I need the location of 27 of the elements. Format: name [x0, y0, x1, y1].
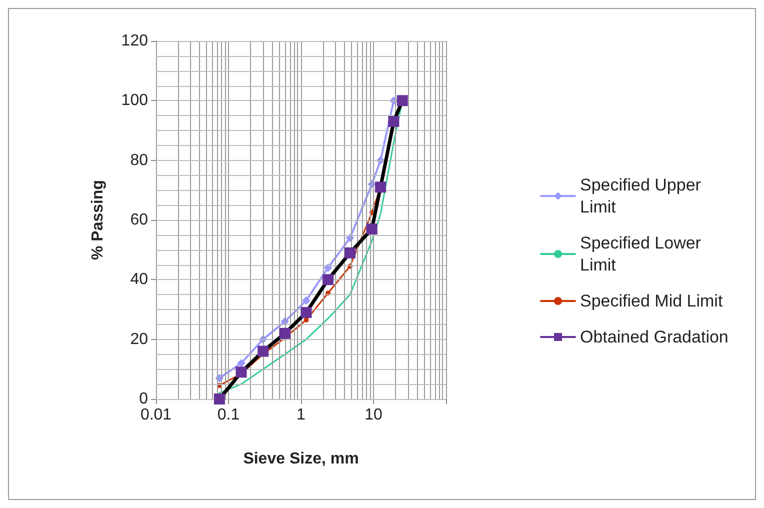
point [279, 328, 290, 339]
point [300, 306, 312, 318]
x-tick-label: 1 [296, 406, 306, 424]
x-tick-label: 10 [364, 406, 382, 424]
y-tick-label: 40 [130, 271, 148, 288]
point [366, 223, 378, 234]
point [344, 247, 356, 258]
x-axis-title: Sieve Size, mm [243, 450, 359, 468]
point [214, 394, 225, 404]
legend-label: Obtained Gradation [580, 328, 728, 346]
legend-label: Specified Mid Limit [580, 292, 723, 310]
y-tick-label: 20 [130, 330, 148, 348]
y-axis-title: % Passing [90, 180, 106, 260]
legend-label: Specified Upper Limit [580, 176, 706, 216]
legend-label: Specified Lower Limit [580, 234, 706, 274]
point [237, 359, 246, 368]
y-tick-label: 60 [130, 212, 148, 228]
y-tick-label: 80 [130, 152, 148, 169]
point [258, 346, 269, 357]
point [302, 296, 310, 305]
y-tick-label: 100 [121, 92, 148, 110]
x-tick-label: 0.01 [140, 406, 172, 424]
point [322, 274, 334, 286]
y-tick-label: 0 [139, 390, 148, 408]
x-tick-label: 0.1 [217, 406, 240, 424]
y-tick-label: 120 [121, 32, 148, 50]
point [236, 366, 247, 378]
